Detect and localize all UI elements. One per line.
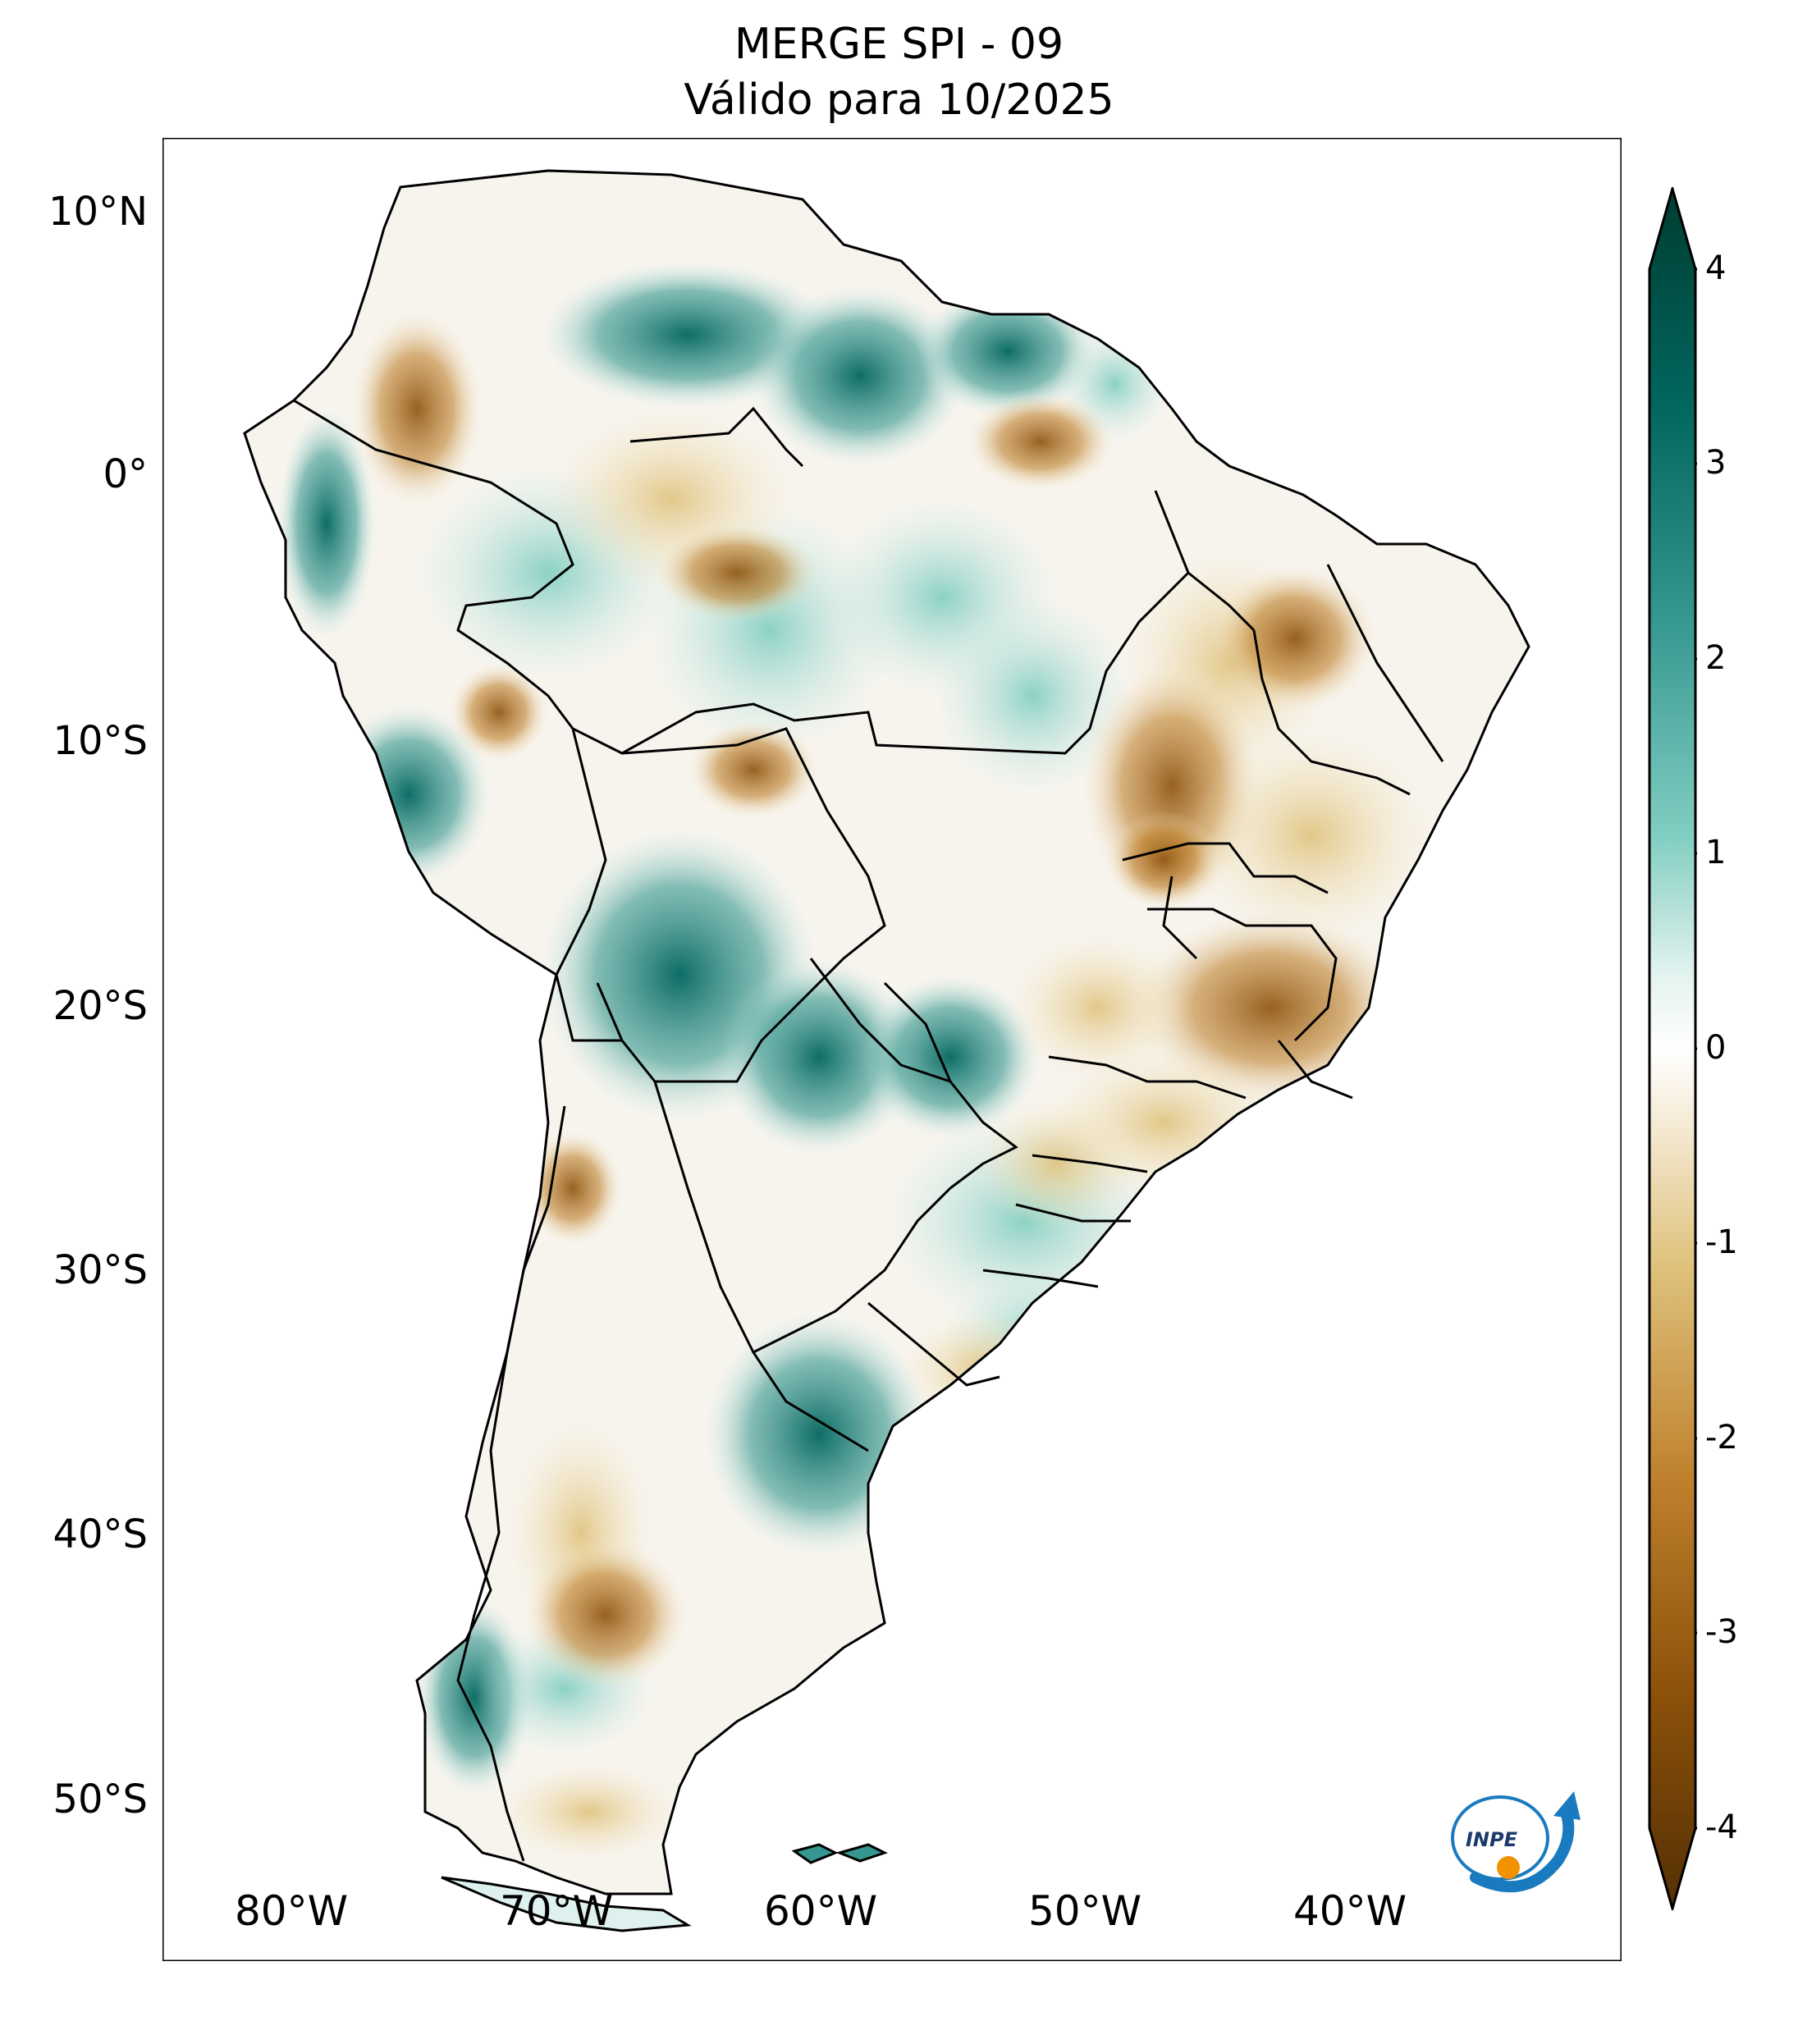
map-title: MERGE SPI - 09 — [734, 20, 1064, 69]
colorbar-tick: 1 — [1705, 834, 1727, 871]
lat-label-20s: 20°S — [53, 983, 148, 1029]
map-frame — [162, 138, 1622, 1961]
lat-label-50s: 50°S — [53, 1776, 148, 1822]
lon-label-60w: 60°W — [763, 1887, 878, 1935]
colorbar-tick: 2 — [1705, 639, 1727, 677]
colorbar-tick: -3 — [1705, 1613, 1738, 1651]
colorbar-tick: 3 — [1705, 444, 1727, 482]
lat-label-10s: 10°S — [53, 718, 148, 764]
lon-label-70w: 70°W — [499, 1887, 614, 1935]
tierra-del-fuego — [441, 1876, 692, 1932]
falkland-islands — [791, 1843, 888, 1864]
inpe-logo: INPE — [1451, 1791, 1581, 1893]
colorbar — [1648, 187, 1697, 1910]
lat-label-10n: 10°N — [48, 189, 148, 235]
colorbar-tick: -2 — [1705, 1419, 1738, 1456]
country-borders — [293, 399, 1444, 1862]
lat-label-40s: 40°S — [53, 1511, 148, 1557]
colorbar-tick: 0 — [1705, 1029, 1727, 1067]
lon-label-40w: 40°W — [1292, 1887, 1407, 1935]
map-subtitle: Válido para 10/2025 — [684, 75, 1114, 125]
colorbar-tick: -4 — [1705, 1809, 1738, 1846]
colorbar-tick: -1 — [1705, 1223, 1738, 1261]
lat-label-30s: 30°S — [53, 1247, 148, 1293]
logo-text: INPE — [1466, 1828, 1518, 1851]
lon-label-50w: 50°W — [1027, 1887, 1142, 1935]
colorbar-tick: 4 — [1705, 249, 1727, 287]
lon-label-80w: 80°W — [234, 1887, 349, 1935]
lat-label-0: 0° — [103, 451, 148, 497]
